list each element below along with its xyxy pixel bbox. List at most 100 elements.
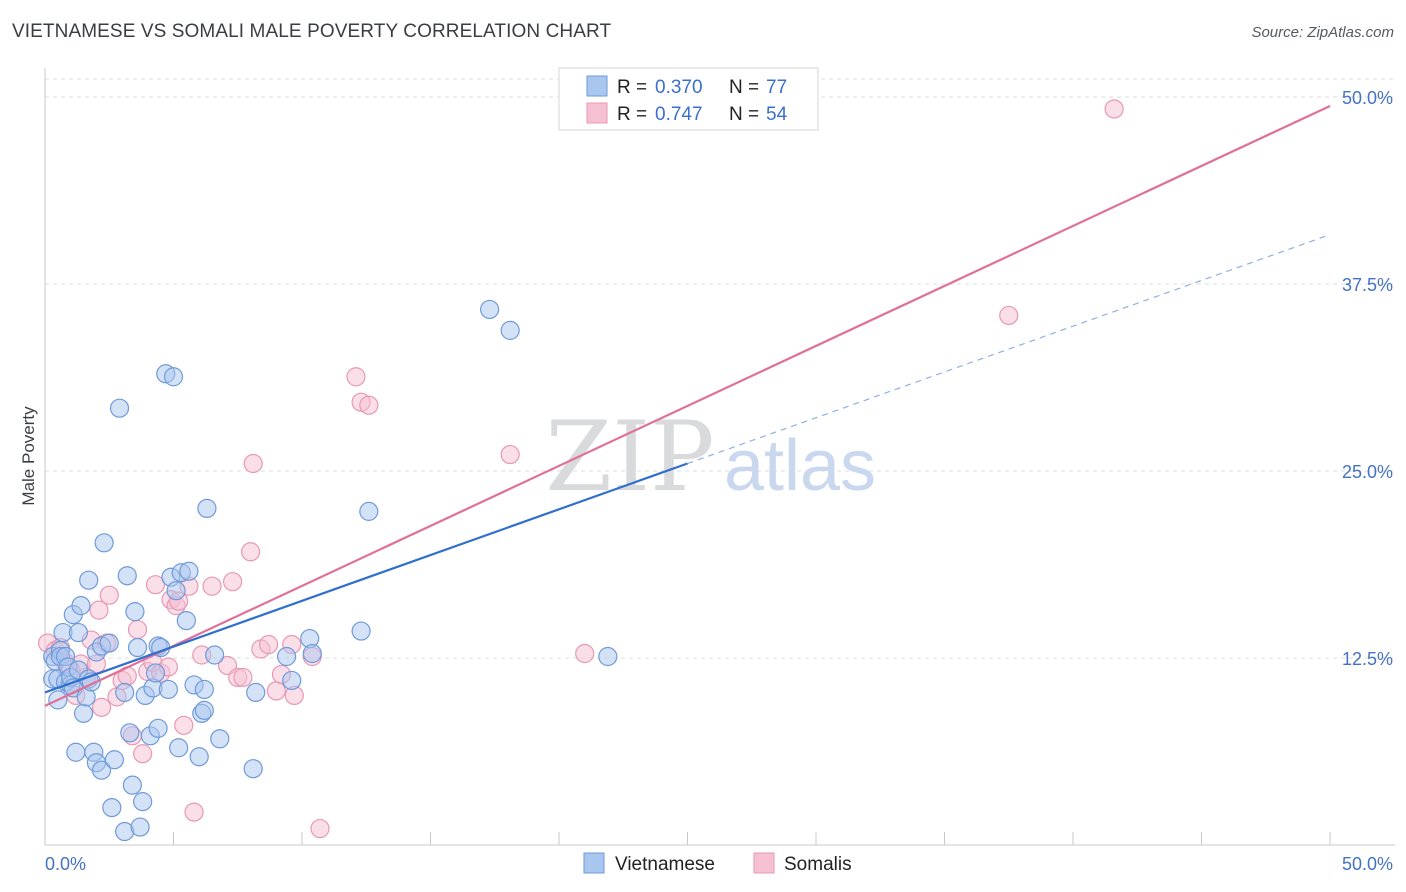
vietnamese-point-57 bbox=[176, 610, 196, 631]
vietnamese-point-66 bbox=[210, 729, 230, 749]
vietnamese-point-69 bbox=[276, 646, 297, 667]
tick-labels: 12.5% 25.0% 37.5% 50.0% 0.0% 50.0% bbox=[45, 88, 1393, 874]
somali-point-10 bbox=[89, 600, 109, 620]
vietnamese-point-70 bbox=[282, 670, 302, 691]
somali-point-53 bbox=[1104, 99, 1124, 119]
vietnamese-point-33 bbox=[109, 398, 130, 418]
y-tick-label-0: 12.5% bbox=[1342, 649, 1393, 669]
vietnamese-point-54 bbox=[166, 581, 186, 601]
vietnamese-points bbox=[43, 299, 618, 842]
somali-point-19 bbox=[133, 744, 153, 764]
bottom-legend-swatch-somali bbox=[753, 852, 775, 874]
somali-point-38 bbox=[243, 453, 263, 474]
somali-point-18 bbox=[127, 619, 148, 640]
vietnamese-point-29 bbox=[94, 533, 114, 553]
vietnamese-point-31 bbox=[102, 797, 122, 818]
vietnamese-point-30 bbox=[99, 633, 119, 653]
source-label: Source: ZipAtlas.com bbox=[1251, 24, 1394, 41]
vietnamese-point-28 bbox=[91, 760, 112, 780]
somali-point-41 bbox=[266, 681, 286, 701]
somali-point-50 bbox=[500, 444, 520, 465]
somali-trend-line bbox=[44, 104, 1331, 707]
watermark-atlas: atlas bbox=[724, 426, 876, 506]
vietnamese-point-60 bbox=[189, 747, 209, 767]
vietnamese-point-38 bbox=[122, 775, 142, 795]
vietnamese-point-19 bbox=[73, 703, 94, 723]
vietnamese-point-75 bbox=[480, 299, 500, 320]
bottom-legend-swatch-vietnamese bbox=[583, 852, 605, 874]
vietnamese-point-48 bbox=[148, 718, 168, 738]
somali-point-40 bbox=[258, 634, 279, 655]
legend-swatch-somali bbox=[586, 102, 608, 124]
watermark-zip: ZIP bbox=[545, 401, 714, 513]
vietnamese-point-36 bbox=[117, 566, 137, 586]
vietnamese-point-37 bbox=[120, 723, 140, 743]
vietnamese-point-35 bbox=[115, 682, 135, 703]
somali-point-37 bbox=[241, 542, 261, 562]
legend-r-value-vietnamese: 0.370 bbox=[655, 77, 703, 98]
legend-n-value-somali: 54 bbox=[766, 104, 788, 125]
x-tick-label-1: 50.0% bbox=[1342, 854, 1393, 874]
somali-point-51 bbox=[575, 643, 595, 664]
axes bbox=[44, 68, 1395, 846]
somali-point-49 bbox=[359, 395, 379, 415]
somali-point-11 bbox=[91, 697, 112, 717]
vietnamese-point-65 bbox=[205, 645, 225, 665]
vietnamese-point-68 bbox=[246, 682, 266, 703]
vietnamese-point-40 bbox=[127, 637, 148, 658]
legend-n-label-vietnamese: N = bbox=[729, 77, 759, 98]
somali-point-32 bbox=[202, 576, 222, 596]
vietnamese-point-55 bbox=[169, 738, 189, 758]
vietnamese-point-15 bbox=[66, 742, 86, 762]
vietnamese-point-76 bbox=[500, 320, 520, 340]
bottom-legend-label-vietnamese: Vietnamese bbox=[615, 854, 715, 875]
vietnamese-point-72 bbox=[302, 643, 322, 664]
legend-n-value-vietnamese: 77 bbox=[766, 77, 787, 98]
vietnamese-point-77 bbox=[598, 646, 618, 667]
somali-point-52 bbox=[999, 305, 1019, 326]
vietnamese-point-46 bbox=[145, 663, 166, 683]
vietnamese-point-41 bbox=[130, 817, 150, 837]
legend-r-value-somali: 0.747 bbox=[655, 104, 703, 125]
x-tick-label-0: 0.0% bbox=[45, 854, 86, 874]
vietnamese-point-22 bbox=[79, 570, 99, 590]
vietnamese-point-32 bbox=[104, 750, 124, 770]
vietnamese-point-64 bbox=[197, 498, 217, 518]
vietnamese-point-53 bbox=[163, 367, 184, 387]
vietnamese-point-58 bbox=[179, 561, 199, 581]
vietnamese-point-18 bbox=[71, 596, 91, 616]
vietnamese-point-51 bbox=[158, 679, 178, 700]
legend: R = 0.370 N = 77 R = 0.747 N = 54 bbox=[558, 67, 819, 131]
vietnamese-point-67 bbox=[243, 759, 263, 779]
vietnamese-point-63 bbox=[194, 700, 214, 720]
vietnamese-point-42 bbox=[133, 792, 153, 812]
legend-r-label-vietnamese: R = bbox=[617, 77, 647, 98]
legend-swatch-vietnamese bbox=[586, 75, 608, 97]
y-tick-label-2: 37.5% bbox=[1342, 275, 1393, 295]
legend-n-label-somali: N = bbox=[729, 104, 759, 125]
legend-r-label-somali: R = bbox=[617, 104, 647, 125]
somali-point-46 bbox=[310, 818, 330, 839]
somali-point-47 bbox=[346, 367, 366, 387]
trend-lines bbox=[44, 104, 1331, 707]
somali-point-13 bbox=[99, 585, 119, 605]
y-tick-label-3: 50.0% bbox=[1342, 88, 1393, 108]
grid-lines bbox=[45, 78, 1395, 659]
vietnamese-trend-extension bbox=[687, 234, 1331, 465]
bottom-legend-label-somali: Somalis bbox=[784, 854, 852, 875]
somali-point-34 bbox=[223, 572, 243, 592]
vietnamese-point-62 bbox=[194, 679, 214, 700]
y-axis-label: Male Poverty bbox=[19, 406, 38, 506]
somali-point-36 bbox=[233, 667, 253, 688]
vietnamese-point-74 bbox=[359, 501, 379, 521]
bottom-legend: Vietnamese Somalis bbox=[583, 852, 852, 875]
vietnamese-point-39 bbox=[125, 602, 145, 622]
vietnamese-point-17 bbox=[68, 622, 89, 643]
somali-point-30 bbox=[184, 802, 204, 822]
y-tick-label-1: 25.0% bbox=[1342, 462, 1393, 482]
somali-point-22 bbox=[145, 575, 166, 595]
somali-point-28 bbox=[174, 715, 194, 735]
vietnamese-point-73 bbox=[351, 621, 371, 641]
vietnamese-trend-line bbox=[44, 462, 688, 694]
